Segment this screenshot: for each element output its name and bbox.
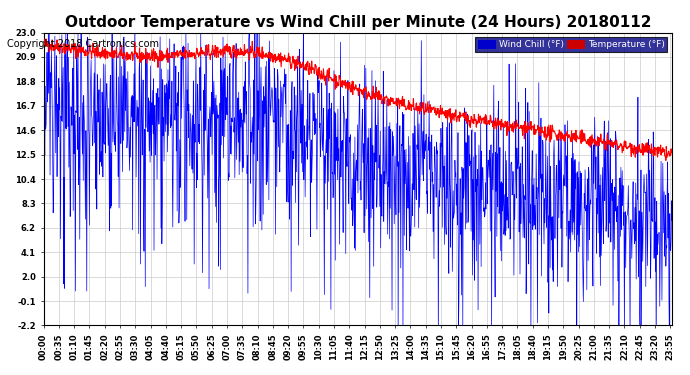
Text: Copyright 2018 Cartronics.com: Copyright 2018 Cartronics.com — [7, 39, 159, 49]
Legend: Wind Chill (°F), Temperature (°F): Wind Chill (°F), Temperature (°F) — [475, 37, 667, 52]
Title: Outdoor Temperature vs Wind Chill per Minute (24 Hours) 20180112: Outdoor Temperature vs Wind Chill per Mi… — [64, 15, 651, 30]
